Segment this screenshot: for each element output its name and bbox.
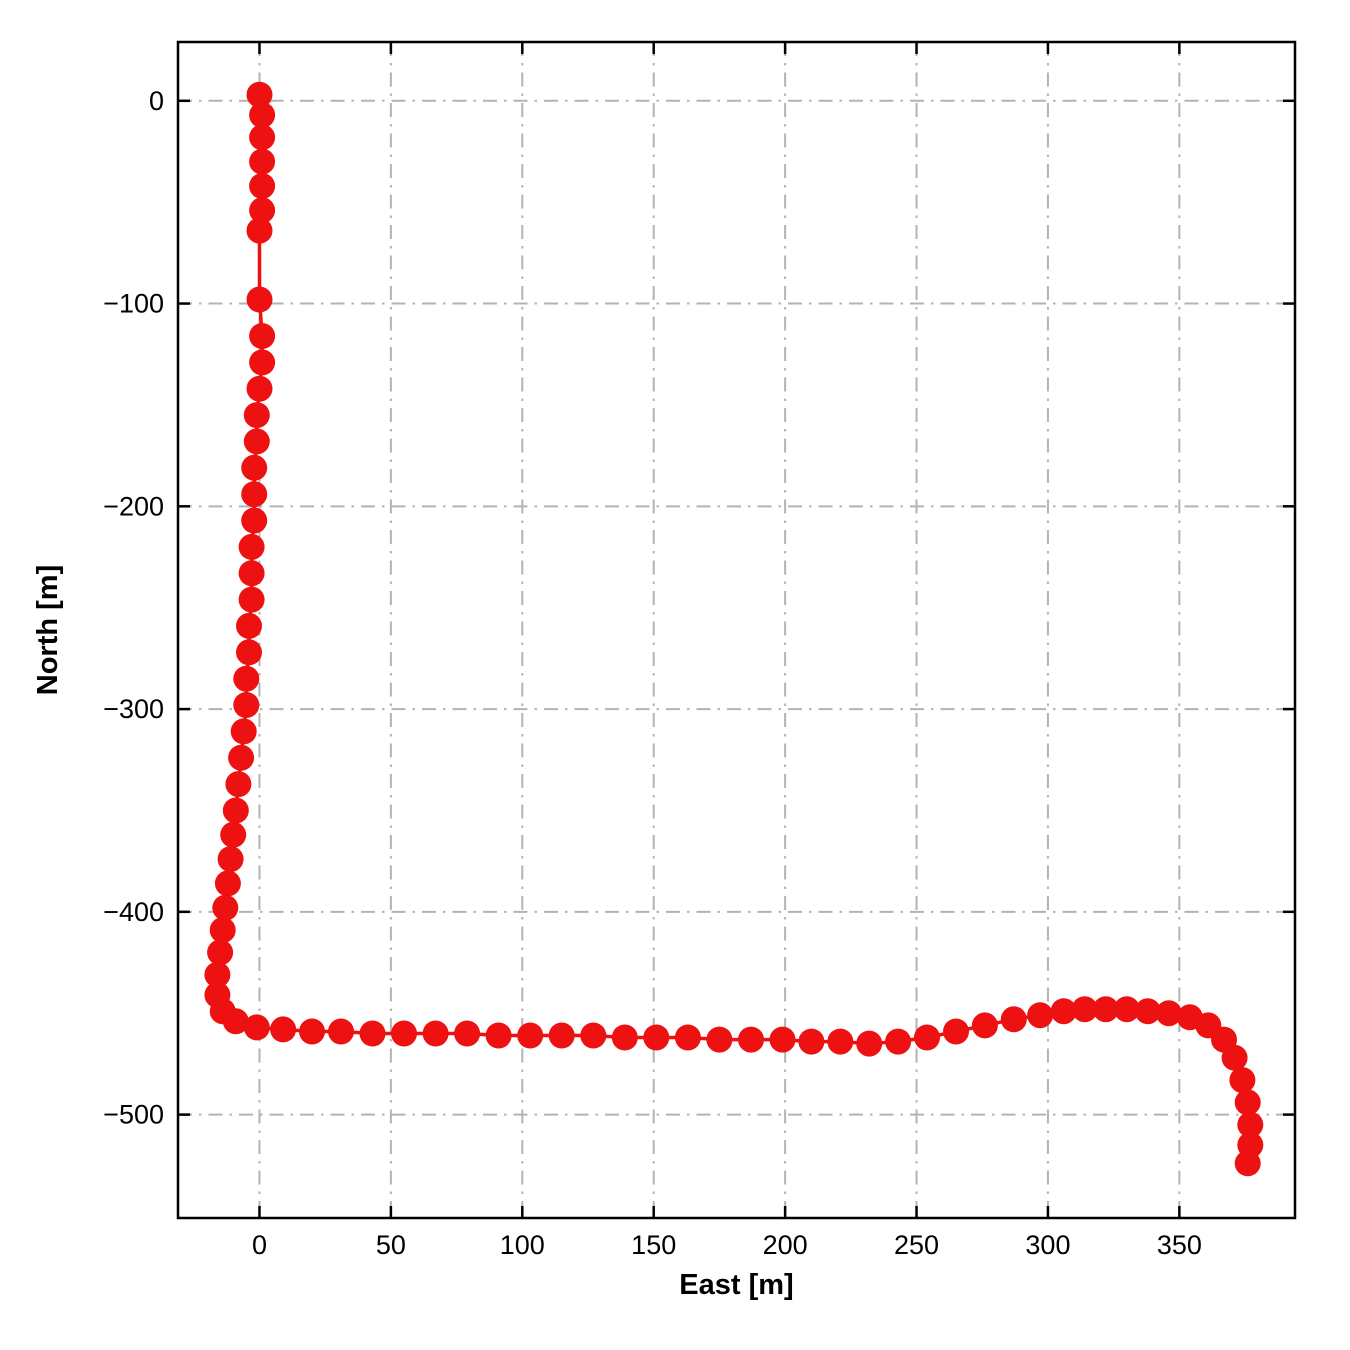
trajectory-marker [222,1008,249,1035]
trajectory-marker [214,870,241,897]
trajectory-marker [243,1014,270,1041]
trajectory-marker [856,1030,883,1057]
trajectory-marker [1050,998,1077,1025]
trajectory-marker [243,402,270,429]
trajectory-marker [1113,996,1140,1023]
trajectory-marker [204,961,231,988]
trajectory-marker [238,586,265,613]
trajectory-marker [643,1024,670,1051]
trajectory-marker [207,939,234,966]
trajectory-marker [246,217,273,244]
trajectory-marker [238,533,265,560]
trajectory-marker [738,1026,764,1053]
x-tick-label: 100 [500,1230,545,1260]
trajectory-marker [1221,1044,1248,1071]
y-tick-label: −400 [103,897,164,927]
trajectory-marker [1229,1067,1256,1094]
grid-lines [178,42,1295,1218]
trajectory-marker [246,81,273,108]
x-tick-label: 250 [894,1230,939,1260]
trajectory-marker [914,1024,940,1051]
trajectory-marker [249,148,276,175]
y-tick-label: −300 [103,694,164,724]
x-tick-label: 200 [763,1230,808,1260]
trajectory-marker [1092,996,1119,1023]
trajectory-marker [971,1012,998,1039]
x-tick-label: 150 [631,1230,676,1260]
trajectory-marker [238,560,265,587]
plot-frame [176,40,1297,1220]
trajectory-marker [241,481,268,508]
trajectory-marker [769,1026,796,1053]
trajectory-marker [249,102,276,128]
trajectory-marker [233,665,260,692]
trajectory-series [204,81,1264,1177]
trajectory-marker [885,1028,912,1055]
trajectory-marker [548,1022,575,1049]
trajectory-marker [798,1028,825,1055]
trajectory-marker [299,1018,325,1045]
trajectory-marker [249,197,276,224]
trajectory-marker [827,1028,854,1055]
trajectory-marker [1234,1089,1261,1116]
y-tick-label: −100 [103,289,164,319]
tick-labels: 0 50 100 150 200 250 300 350 0 −100 −200 −300 −400 −5… [103,86,1202,1260]
trajectory-marker [225,771,252,798]
trajectory-marker [212,894,239,921]
x-tick-label: 0 [252,1230,267,1260]
trajectory-marker [1155,1000,1182,1027]
x-axis-label: East [m] [679,1269,793,1301]
trajectory-marker [233,692,260,718]
trajectory-marker [249,124,276,151]
trajectory-marker [222,797,249,824]
trajectory-marker [270,1016,297,1043]
trajectory-marker [236,639,262,666]
trajectory-marker [241,507,268,534]
trajectory-marker [243,428,270,455]
trajectory-marker [674,1024,701,1051]
trajectory-marker [485,1022,512,1049]
trajectory-marker [249,349,276,376]
trajectory-marker [230,718,257,745]
trajectory-marker [580,1022,607,1049]
trajectory-marker [359,1020,386,1047]
trajectory-marker [1000,1006,1027,1033]
trajectory-marker [1237,1111,1264,1138]
x-tick-label: 300 [1025,1230,1070,1260]
trajectory-marker [249,173,276,199]
y-axis-label: North [m] [32,565,64,695]
trajectory-marker [217,846,244,873]
trajectory-marker [328,1018,354,1045]
trajectory-marker [1234,1150,1261,1177]
trajectory-marker [220,821,247,848]
x-tick-label: 350 [1157,1230,1202,1260]
trajectory-marker [236,612,262,639]
trajectory-marker [517,1022,544,1049]
trajectory-marker [706,1026,733,1053]
trajectory-marker [454,1020,481,1047]
trajectory-marker [1071,996,1098,1023]
trajectory-marker [1027,1002,1054,1029]
trajectory-marker [1134,998,1161,1025]
trajectory-marker [611,1024,638,1051]
trajectory-marker [249,323,276,349]
trajectory-marker [943,1018,969,1045]
trajectory-marker [246,286,273,313]
y-tick-label: 0 [149,86,164,116]
trajectory-marker [422,1020,449,1047]
trajectory-marker [246,375,273,402]
y-tick-label: −200 [103,491,164,521]
trajectory-marker [228,744,255,771]
plot-border [176,40,1297,1220]
x-tick-label: 50 [376,1230,406,1260]
trajectory-marker [209,917,236,944]
trajectory-marker [391,1020,417,1047]
y-tick-label: −500 [103,1100,164,1130]
trajectory-marker [241,454,268,481]
